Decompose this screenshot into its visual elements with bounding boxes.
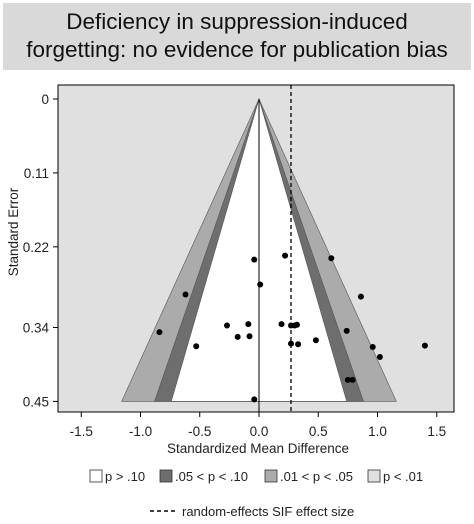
legend-item-label: .01 < p < .05 xyxy=(280,469,353,484)
x-tick-label: 1.0 xyxy=(368,424,387,439)
data-point xyxy=(251,256,258,263)
legend-swatch xyxy=(159,469,173,483)
y-tick-label: 0.34 xyxy=(23,320,50,335)
y-tick-label: 0.45 xyxy=(23,394,49,409)
data-point xyxy=(344,376,351,383)
legend: p > .10 .05 < p < .10 .01 < p < .05 p < .01… xyxy=(89,469,423,519)
data-point xyxy=(193,343,200,350)
plot-frame xyxy=(57,84,455,413)
data-point xyxy=(349,376,356,383)
data-point xyxy=(376,354,383,361)
x-tick-label: 0.0 xyxy=(250,424,269,439)
data-point xyxy=(234,333,241,340)
legend-swatch xyxy=(89,469,103,483)
chart-title-line-2: forgetting: no evidence for publication … xyxy=(26,37,448,62)
x-tick-label: -0.5 xyxy=(188,424,211,439)
data-point xyxy=(156,329,163,336)
chart-title-box: Deficiency in suppression-induced forget… xyxy=(3,3,471,70)
data-point xyxy=(421,342,428,349)
y-axis-title: Standard Error xyxy=(6,187,21,276)
x-tick-label: 0.5 xyxy=(309,424,328,439)
legend-line-label: random-effects SIF effect size xyxy=(182,504,354,519)
y-tick-label: 0 xyxy=(41,92,49,107)
data-point xyxy=(278,321,285,328)
chart-title-line-1: Deficiency in suppression-induced xyxy=(66,9,408,34)
legend-item-label: .05 < p < .10 xyxy=(175,469,248,484)
data-point xyxy=(312,337,319,344)
legend-swatch xyxy=(264,469,278,483)
data-point xyxy=(245,321,252,328)
legend-item-label: p > .10 xyxy=(105,469,145,484)
data-point xyxy=(251,396,258,403)
y-tick-label: 0.22 xyxy=(23,240,49,255)
data-point xyxy=(257,281,264,288)
data-point xyxy=(295,341,302,348)
x-axis-title: Standardized Mean Difference xyxy=(167,441,349,456)
legend-swatch xyxy=(367,469,381,483)
data-point xyxy=(287,340,294,347)
data-point xyxy=(343,327,350,334)
data-point xyxy=(357,293,364,300)
x-tick-label: -1.0 xyxy=(129,424,152,439)
data-point xyxy=(182,291,189,298)
data-point xyxy=(224,322,231,329)
y-tick-label: 0.11 xyxy=(24,166,49,181)
data-point xyxy=(369,343,376,350)
data-point xyxy=(328,255,335,262)
data-point xyxy=(282,252,289,259)
x-tick-label: 1.5 xyxy=(427,424,446,439)
data-point xyxy=(246,333,253,340)
x-tick-label: -1.5 xyxy=(70,424,93,439)
data-point xyxy=(291,322,298,329)
legend-item-label: p < .01 xyxy=(383,469,423,484)
